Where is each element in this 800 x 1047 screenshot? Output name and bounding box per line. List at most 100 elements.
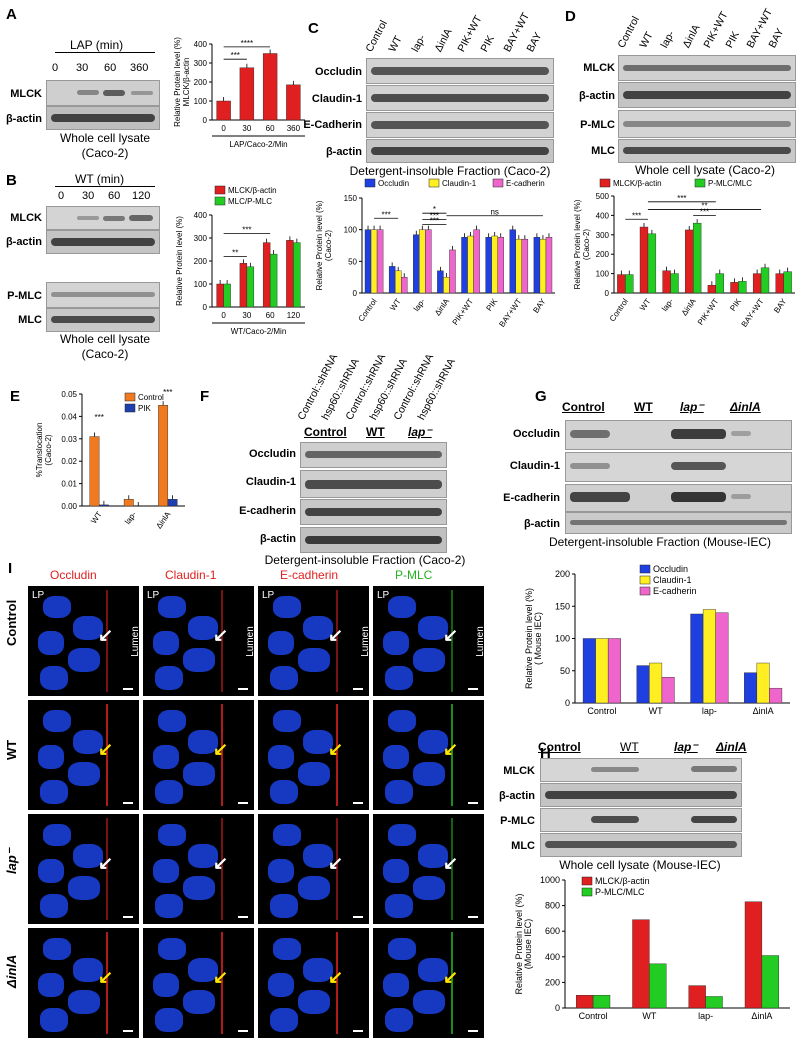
b-time: 30 (82, 190, 95, 202)
nucleus (273, 596, 301, 618)
bar (783, 271, 792, 294)
x-tick-label: lap- (412, 297, 427, 313)
b-blot-mlck (46, 206, 160, 230)
arrow-icon: ↙ (443, 853, 459, 873)
b-blot-mlc (46, 308, 160, 332)
bar (467, 235, 474, 294)
i-row-label: lap⁻ (4, 848, 19, 874)
nucleus (273, 938, 301, 960)
bar (649, 963, 667, 1009)
legend-label: MLC/P-MLC (228, 197, 272, 206)
lp-label: LP (377, 590, 390, 601)
bar (685, 229, 694, 294)
f-row-label: E-cadherin (239, 505, 296, 517)
a-row-label: MLCK (10, 88, 42, 100)
y-tick-label: 300 (596, 231, 610, 240)
legend-swatch (124, 392, 136, 402)
lp-label: LP (32, 590, 45, 601)
x-tick-label: Control (608, 297, 630, 323)
y-tick-label: 300 (194, 59, 208, 68)
sig-label: ** (701, 202, 707, 211)
lane-label: ΔinlA (679, 22, 703, 50)
x-axis-label: LAP/Caco-2/Min (229, 140, 287, 149)
nucleus (298, 762, 330, 786)
g-blot-claudin (565, 452, 792, 482)
stain-signal (336, 590, 338, 692)
nucleus (43, 596, 71, 618)
y-tick-label: 600 (545, 926, 560, 936)
bar (617, 274, 626, 294)
sig-label: * (433, 205, 436, 214)
bar (756, 662, 770, 704)
bar (394, 270, 402, 294)
g-blot-occludin (565, 420, 792, 450)
bar (286, 240, 294, 308)
stain-signal (336, 932, 338, 1034)
lane-label: ΔinlA (432, 26, 455, 54)
bar (702, 609, 716, 704)
a-time-labels: 0 30 60 360 (44, 62, 164, 76)
y-axis-label-2: (Caco-2) (582, 229, 591, 260)
c-blot-occludin (366, 58, 554, 84)
panel-label-b: B (6, 172, 17, 189)
f-group: lap⁻ (408, 425, 432, 439)
nucleus (40, 894, 68, 918)
arrow-icon: ↙ (443, 739, 459, 759)
nucleus (268, 859, 294, 883)
bar (158, 405, 169, 507)
y-tick-label: 0.00 (61, 502, 77, 511)
bar (769, 687, 783, 704)
sig-label: *** (430, 212, 439, 221)
nucleus (153, 859, 179, 883)
nucleus (303, 958, 333, 982)
bar (715, 273, 724, 294)
nucleus (155, 1008, 183, 1032)
b-time: 120 (132, 190, 151, 202)
legend-swatch (364, 178, 376, 188)
lane-label: WT (386, 33, 405, 54)
sig-label: ** (232, 248, 238, 257)
micrograph: ↙ (258, 928, 369, 1038)
legend-label: MLCK/β-actin (228, 186, 277, 195)
bar (216, 100, 231, 121)
sig-label: *** (94, 413, 103, 422)
y-tick-label: 0.04 (61, 412, 77, 421)
h-group: Control (538, 740, 581, 754)
arrow-icon: ↙ (98, 739, 114, 759)
nucleus (188, 844, 218, 868)
legend-swatch (581, 876, 593, 886)
micrograph: ↙ (28, 700, 139, 810)
lumen-label: Lumen (474, 626, 484, 657)
bar (497, 237, 504, 294)
nucleus (273, 710, 301, 732)
panel-label-i: I (8, 560, 13, 577)
stain-signal (451, 704, 453, 806)
bar (752, 273, 762, 294)
micrograph: ↙ (28, 928, 139, 1038)
x-tick-label: 0 (221, 311, 226, 320)
f-blot-occludin (300, 442, 447, 468)
i-column-headers: Occludin Claudin-1 E-cadherin P-MLC (30, 568, 490, 586)
nucleus (188, 616, 218, 640)
arrow-icon: ↙ (443, 967, 459, 987)
nucleus (383, 859, 409, 883)
bar (636, 665, 650, 704)
f-group: Control (304, 425, 347, 439)
nucleus (388, 824, 416, 846)
nucleus (383, 745, 409, 769)
h-blot-mlc (540, 833, 742, 857)
x-tick-label: BAY+WT (740, 297, 766, 329)
g-blot-actin (565, 512, 792, 534)
nucleus (73, 730, 103, 754)
stain-signal (106, 704, 108, 806)
bar (595, 638, 609, 704)
bar (730, 282, 739, 294)
y-tick-label: 200 (555, 569, 570, 579)
y-tick-label: 0 (203, 303, 208, 312)
d-blot-actin (618, 82, 796, 108)
micrograph: ↙ (143, 928, 254, 1038)
nucleus (73, 844, 103, 868)
x-tick-label: BAY (531, 296, 548, 314)
arrow-icon: ↙ (98, 625, 114, 645)
nucleus (385, 1008, 413, 1032)
